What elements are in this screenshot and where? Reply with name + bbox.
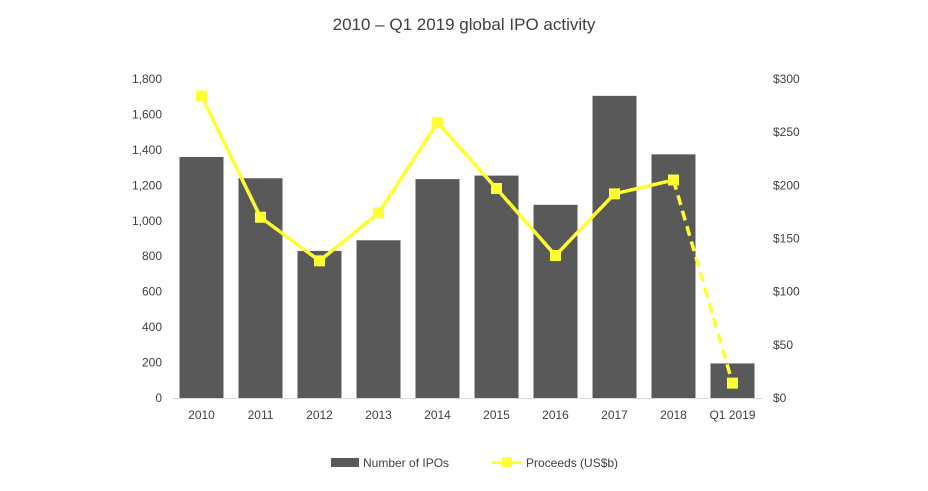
x-axis-tick: 2017 [601,408,628,422]
proceeds-marker-2018 [668,174,679,186]
right-axis-tick: $300 [773,72,800,86]
left-axis-tick: 200 [142,356,162,370]
bar-2016 [533,204,578,398]
proceeds-marker-2010 [196,90,207,102]
proceeds-marker-2014 [432,117,443,129]
bar-2018 [651,154,696,398]
x-axis-tick: 2015 [483,408,510,422]
x-axis-tick: 2012 [306,408,333,422]
bar-2017 [592,95,637,398]
right-axis-tick: $150 [773,232,800,246]
left-axis-tick: 400 [142,320,162,334]
legend: Number of IPOs Proceeds (US$b) [331,456,618,470]
legend-label-bar: Number of IPOs [363,456,449,470]
x-axis-tick: 2014 [424,408,451,422]
legend-swatch-bar [331,458,359,467]
proceeds-marker-2017 [609,188,620,200]
left-axis-tick: 800 [142,249,162,263]
left-axis-tick: 1,600 [132,107,162,121]
left-axis-tick: 1,000 [132,214,162,228]
proceeds-marker-2013 [373,207,384,219]
proceeds-line-segment [318,211,380,263]
proceeds-line-segment [377,121,439,214]
x-axis-tick: Q1 2019 [709,408,755,422]
proceeds-line-segment [199,95,263,218]
left-axis-tick: 1,200 [132,178,162,192]
right-axis-tick: $0 [773,391,787,405]
legend-label-line: Proceeds (US$b) [526,456,618,470]
proceeds-line-segment [614,178,674,196]
right-axis-tick: $50 [773,338,793,352]
proceeds-line-segment [436,121,498,190]
bar-2012 [297,250,342,398]
left-axis-tick: 1,400 [132,143,162,157]
right-axis-tick: $200 [773,178,800,192]
proceeds-line-segment [554,192,616,257]
chart-title: 2010 – Q1 2019 global IPO activity [333,15,596,34]
bar-2010 [179,156,224,398]
bar-2014 [415,179,460,398]
x-axis-tick: 2011 [248,408,274,422]
bar-2015 [474,175,519,398]
proceeds-line-segment [671,179,735,384]
proceeds-marker-q1-2019 [727,377,738,389]
left-axis-tick: 0 [155,391,162,405]
right-axis-tick: $250 [773,125,800,139]
proceeds-line-segment [495,187,557,257]
x-axis-tick: 2010 [188,408,215,422]
bar-2011 [238,178,283,398]
left-axis-tick: 1,800 [132,72,162,86]
bar-2013 [356,240,401,398]
x-axis-tick: 2018 [660,408,687,422]
legend-swatch-marker [502,457,512,467]
proceeds-marker-2015 [491,183,502,195]
x-axis-tick: 2016 [542,408,569,422]
proceeds-line-segment [259,215,321,263]
left-axis-tick: 600 [142,285,162,299]
right-axis-tick: $100 [773,285,800,299]
proceeds-marker-2012 [314,255,325,267]
proceeds-marker-2016 [550,250,561,262]
x-axis-tick: 2013 [365,408,392,422]
proceeds-marker-2011 [255,211,266,223]
